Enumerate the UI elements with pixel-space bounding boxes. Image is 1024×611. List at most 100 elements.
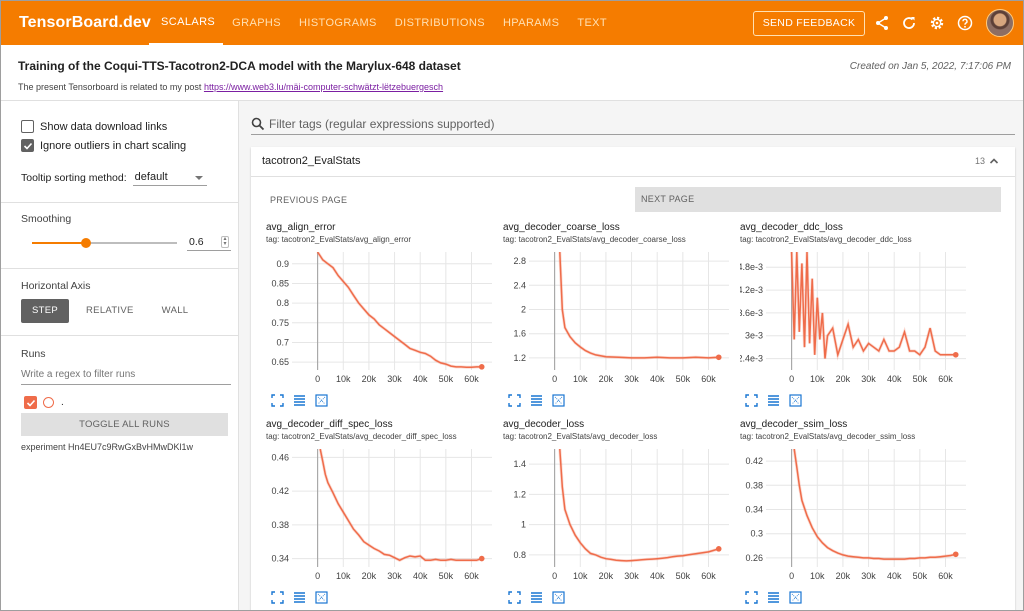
data-table-icon[interactable]	[292, 591, 306, 604]
tag-group-header[interactable]: tacotron2_EvalStats 13	[251, 147, 1015, 177]
data-table-icon[interactable]	[766, 394, 780, 407]
chart-title: avg_decoder_coarse_loss	[503, 222, 620, 233]
tab-histograms[interactable]: HISTOGRAMS	[299, 17, 377, 29]
y-tick-label: 2.8	[513, 256, 526, 266]
scalar-chart-card: avg_decoder_ddc_loss tag: tacotron2_EvalS…	[740, 222, 976, 418]
axis-relative-button[interactable]: RELATIVE	[86, 305, 134, 316]
app-brand[interactable]: TensorBoard.dev	[19, 14, 151, 31]
fit-domain-icon[interactable]	[551, 591, 565, 604]
fit-domain-icon[interactable]	[551, 394, 565, 407]
x-tick-label: 60k	[464, 571, 479, 581]
ignore-outliers-checkbox[interactable]	[21, 139, 34, 152]
series-end-point	[478, 364, 485, 370]
axis-wall-button[interactable]: WALL	[161, 305, 189, 316]
experiment-title: Training of the Coqui-TTS-Tacotron2-DCA …	[18, 59, 461, 73]
tab-text[interactable]: TEXT	[577, 17, 608, 29]
fit-domain-icon[interactable]	[314, 394, 328, 407]
tab-distributions[interactable]: DISTRIBUTIONS	[394, 17, 485, 29]
tag-group-card: tacotron2_EvalStats 13 PREVIOUS PAGE NEX…	[251, 147, 1015, 610]
refresh-icon[interactable]	[900, 14, 918, 32]
y-tick-label: 0.34	[745, 505, 763, 515]
chart-title: avg_decoder_ssim_loss	[740, 419, 848, 430]
help-icon[interactable]	[956, 14, 974, 32]
show-download-links-option[interactable]: Show data download links	[21, 120, 167, 133]
series-line	[316, 252, 482, 368]
run-row[interactable]: .	[24, 396, 64, 409]
run-checkbox[interactable]	[24, 396, 37, 409]
y-tick-label: 0.85	[271, 278, 289, 288]
line-chart[interactable]: 2.8 2.4 2 1.6 1.2 0 10k 20k 30k 40k 50k 60k	[503, 248, 733, 390]
x-tick-label: 40k	[887, 374, 902, 384]
fullscreen-icon[interactable]	[744, 394, 758, 407]
checkmark-icon	[23, 142, 32, 150]
data-table-icon[interactable]	[529, 394, 543, 407]
spinner-arrows-icon[interactable]: ▴ ▾	[221, 236, 229, 248]
line-chart[interactable]: 4.8e-3 4.2e-3 3.6e-3 3e-3 2.4e-3 0 10k 20k 30k 40…	[740, 248, 970, 390]
series-end-point	[952, 551, 959, 558]
ignore-outliers-option[interactable]: Ignore outliers in chart scaling	[21, 139, 186, 152]
send-feedback-button[interactable]: SEND FEEDBACK	[753, 11, 865, 36]
y-tick-label: 4.8e-3	[740, 262, 763, 272]
data-table-icon[interactable]	[529, 591, 543, 604]
x-tick-label: 0	[789, 374, 794, 384]
settings-icon[interactable]	[928, 14, 946, 32]
fit-domain-icon[interactable]	[788, 394, 802, 407]
tab-hparams[interactable]: HPARAMS	[502, 17, 560, 29]
previous-page-button[interactable]: PREVIOUS PAGE	[270, 195, 348, 205]
line-chart[interactable]: 1.4 1.2 1 0.8 0 10k 20k 30k 40k 50k 60k	[503, 445, 733, 587]
fullscreen-icon[interactable]	[744, 591, 758, 604]
fullscreen-icon[interactable]	[270, 394, 284, 407]
experiment-id: experiment Hn4EU7c9RwGxBvHMwDKl1w	[21, 442, 194, 452]
data-table-icon[interactable]	[292, 394, 306, 407]
line-chart[interactable]: 0.46 0.42 0.38 0.34 0 10k 20k 30k 40k 50k 60k	[266, 445, 496, 587]
sidebar: Show data download links Ignore outliers…	[1, 101, 239, 610]
chart-tag: tag: tacotron2_EvalStats/avg_decoder_ssi…	[740, 432, 916, 441]
post-link[interactable]: https://www.web3.lu/mäi-computer-schwätz…	[203, 82, 444, 92]
fullscreen-icon[interactable]	[507, 591, 521, 604]
share-icon[interactable]	[873, 14, 891, 32]
line-chart[interactable]: 0.9 0.85 0.8 0.75 0.7 0.65 0 10k 20k 30k 40k 50k 60k	[266, 248, 496, 390]
x-tick-label: 50k	[913, 374, 928, 384]
x-tick-label: 60k	[701, 571, 716, 581]
fit-domain-icon[interactable]	[314, 591, 328, 604]
x-tick-label: 40k	[887, 571, 902, 581]
tab-graphs[interactable]: GRAPHS	[232, 17, 282, 29]
y-tick-label: 0.38	[271, 520, 289, 530]
smoothing-slider[interactable]	[32, 238, 177, 248]
runs-filter-input[interactable]: Write a regex to filter runs	[21, 369, 231, 385]
series-line	[559, 252, 719, 359]
chevron-up-icon[interactable]	[989, 156, 999, 166]
toggle-all-runs-button[interactable]: TOGGLE ALL RUNS	[21, 413, 228, 436]
x-tick-label: 50k	[676, 374, 691, 384]
plot-area	[766, 449, 966, 567]
run-color-swatch[interactable]	[43, 397, 54, 408]
series-line	[319, 449, 482, 562]
plot-area	[292, 449, 492, 567]
fullscreen-icon[interactable]	[507, 394, 521, 407]
sidebar-divider	[1, 335, 238, 336]
tab-scalars[interactable]: SCALARS	[149, 1, 224, 45]
y-tick-label: 1.6	[513, 329, 526, 339]
line-chart[interactable]: 0.42 0.38 0.34 0.3 0.26 0 10k 20k 30k 40k 50k 60k	[740, 445, 970, 587]
y-tick-label: 0.3	[750, 529, 763, 539]
chart-tag: tag: tacotron2_EvalStats/avg_align_error	[266, 235, 411, 244]
tooltip-sorting-select[interactable]: default	[132, 170, 207, 186]
y-tick-label: 3.6e-3	[740, 308, 763, 318]
runs-filter-placeholder: Write a regex to filter runs	[21, 369, 136, 380]
y-tick-label: 0.42	[271, 486, 289, 496]
fullscreen-icon[interactable]	[270, 591, 284, 604]
next-page-button[interactable]: NEXT PAGE	[635, 187, 1001, 212]
smoothing-slider-thumb[interactable]	[80, 238, 91, 248]
show-download-links-checkbox[interactable]	[21, 120, 34, 133]
data-table-icon[interactable]	[766, 591, 780, 604]
series-end-point	[952, 351, 959, 358]
smoothing-input[interactable]: 0.6 ▴ ▾	[187, 234, 231, 251]
tag-filter-input[interactable]: Filter tags (regular expressions support…	[251, 114, 1015, 135]
tooltip-sorting-label: Tooltip sorting method:	[21, 172, 127, 184]
fit-domain-icon[interactable]	[788, 591, 802, 604]
axis-step-button[interactable]: STEP	[21, 299, 70, 323]
experiment-header: Training of the Coqui-TTS-Tacotron2-DCA …	[1, 45, 1023, 101]
chart-title: avg_decoder_ddc_loss	[740, 222, 843, 233]
scalar-chart-card: avg_decoder_diff_spec_loss tag: tacotron2…	[266, 419, 502, 610]
user-avatar[interactable]	[986, 9, 1014, 37]
